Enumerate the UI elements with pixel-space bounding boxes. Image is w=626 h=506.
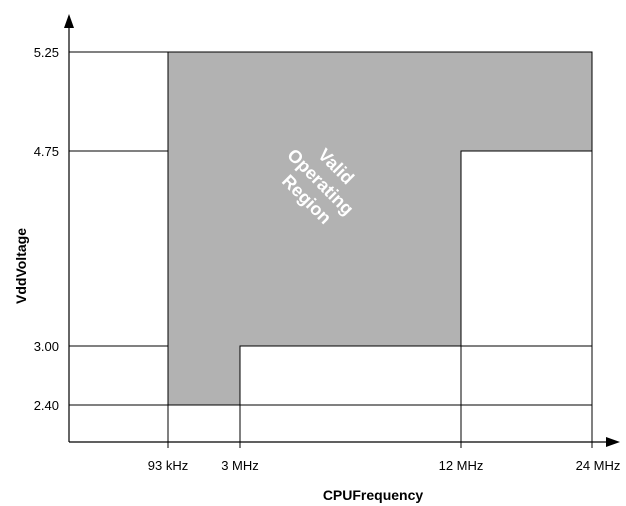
y-axis-title: VddVoltage xyxy=(13,228,29,304)
y-tick-label: 3.00 xyxy=(34,339,59,354)
x-tick-label: 12 MHz xyxy=(439,458,484,473)
y-tick-label: 2.40 xyxy=(34,398,59,413)
valid-operating-region xyxy=(167,51,593,406)
y-axis-arrow xyxy=(64,14,74,28)
x-tick-label: 24 MHz xyxy=(576,458,621,473)
x-tick-label: 93 kHz xyxy=(148,458,188,473)
tick-labels: 2.40 3.00 4.75 5.25 93 kHz 3 MHz 12 MHz 24 MHz xyxy=(34,45,621,473)
region-area xyxy=(167,51,593,406)
x-axis-arrow xyxy=(606,437,620,447)
axes xyxy=(64,14,620,448)
y-tick-label: 4.75 xyxy=(34,144,59,159)
x-tick-label: 3 MHz xyxy=(221,458,259,473)
x-axis-title: CPUFrequency xyxy=(323,487,424,503)
y-tick-label: 5.25 xyxy=(34,45,59,60)
